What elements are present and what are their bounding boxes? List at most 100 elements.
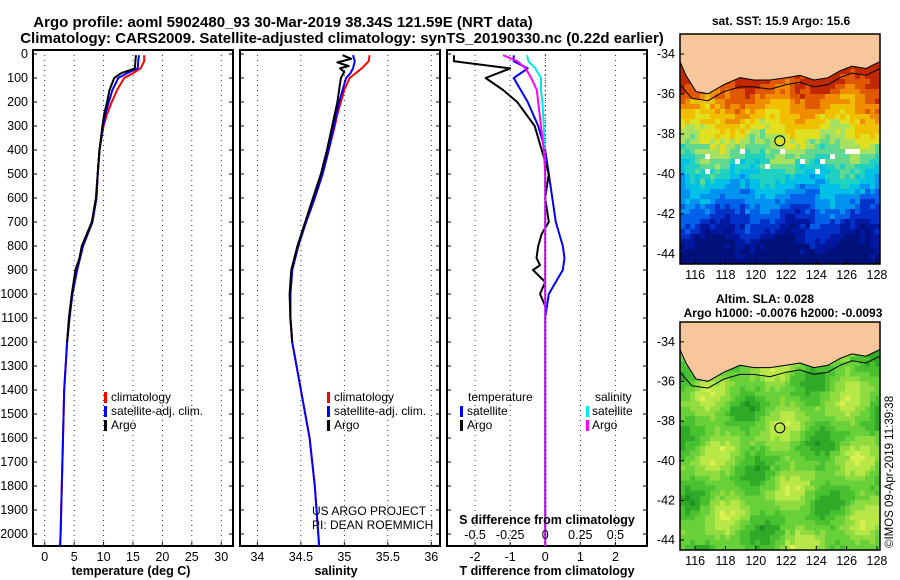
sst-cell <box>840 144 846 150</box>
sst-cell <box>775 224 781 230</box>
sst-cell <box>770 84 776 90</box>
sla-cell <box>715 441 721 447</box>
sst-cell <box>805 159 811 165</box>
sst-cell <box>680 109 686 115</box>
sla-cell <box>800 485 806 491</box>
sst-cell <box>745 164 751 170</box>
sst-cell <box>685 89 691 95</box>
sst-cell <box>775 229 781 235</box>
legend-label: Argo <box>467 418 493 432</box>
sla-cell <box>760 485 766 491</box>
sla-cell <box>820 455 826 462</box>
sla-cell <box>690 416 696 422</box>
sst-cell <box>775 189 781 195</box>
sla-cell <box>815 426 821 432</box>
sst-cell <box>760 94 766 100</box>
sst-cell <box>845 199 851 205</box>
sst-cell <box>720 159 726 165</box>
sla-cell <box>855 356 861 363</box>
sla-cell <box>705 396 711 402</box>
sla-cell <box>840 376 846 382</box>
sla-cell <box>805 445 811 452</box>
sla-cell <box>830 490 836 496</box>
sst-cell <box>875 204 881 210</box>
sla-cell <box>815 505 821 511</box>
sla-cell <box>730 406 736 412</box>
sst-cell <box>770 234 776 240</box>
sst-cell <box>745 189 751 195</box>
sst-cell <box>725 94 731 100</box>
sst-cell <box>760 164 766 170</box>
sst-cell <box>705 94 711 100</box>
map-y-tick-label: -40 <box>657 454 675 468</box>
sst-cell <box>855 214 861 220</box>
credit-pi: PI: DEAN ROEMMICH <box>312 518 433 532</box>
sst-cell <box>825 94 831 100</box>
sla-cell <box>700 401 706 407</box>
sla-cell <box>730 510 736 516</box>
sla-cell <box>825 401 831 407</box>
sla-cell <box>710 530 716 536</box>
sst-cell <box>820 134 826 140</box>
sla-cell <box>840 441 846 447</box>
sla-cell <box>765 465 771 472</box>
sla-cell <box>865 381 871 387</box>
sst-cell <box>690 234 696 240</box>
sla-cell <box>735 381 741 387</box>
sla-cell <box>740 401 746 407</box>
sst-cell <box>875 239 881 245</box>
sst-cell <box>775 144 781 150</box>
sst-cell <box>870 194 876 200</box>
sst-cell <box>875 169 881 175</box>
sla-cell <box>845 505 851 511</box>
sst-cell <box>695 159 701 165</box>
sla-cell <box>855 450 861 457</box>
sla-cell <box>745 490 751 496</box>
sla-cell <box>795 525 801 531</box>
sst-cell <box>820 119 826 125</box>
depth-tick-label: 2000 <box>0 527 28 541</box>
sst-cell <box>820 259 826 265</box>
sla-cell <box>705 406 711 412</box>
sst-cell <box>705 174 711 180</box>
sst-cell <box>760 84 766 90</box>
sst-cell <box>860 199 866 205</box>
legend-label: Argo <box>592 418 618 432</box>
sst-cell <box>735 134 741 140</box>
sst-cell <box>830 249 836 255</box>
sla-cell <box>800 436 806 442</box>
sla-cell <box>705 386 711 392</box>
sla-cell <box>765 381 771 387</box>
sst-cell <box>695 249 701 255</box>
sla-cell <box>840 406 846 412</box>
sla-cell <box>695 540 701 546</box>
sla-cell <box>830 465 836 472</box>
sst-cell <box>720 144 726 150</box>
sst-cell <box>760 99 766 105</box>
sla-cell <box>840 485 846 491</box>
sst-cell <box>715 249 721 255</box>
sla-cell <box>870 351 876 358</box>
sst-cell <box>765 189 771 195</box>
sla-cell <box>730 386 736 392</box>
sst-cell <box>725 119 731 125</box>
sst-cell <box>845 179 851 185</box>
sst-cell <box>845 159 851 165</box>
sla-cell <box>715 391 721 397</box>
sst-cell <box>810 144 816 150</box>
sst-cell <box>830 94 836 100</box>
sst-cell <box>715 244 721 250</box>
sla-cell <box>720 520 726 526</box>
sla-cell <box>720 485 726 491</box>
sst-cell <box>835 99 841 105</box>
sst-cell <box>850 69 856 75</box>
sst-cell <box>760 219 766 225</box>
sla-cell <box>830 515 836 521</box>
sst-cell <box>755 249 761 255</box>
sla-cell <box>805 366 811 372</box>
sla-cell <box>780 406 786 412</box>
sst-cell <box>720 129 726 135</box>
sst-cell <box>700 199 706 205</box>
sst-cell <box>860 229 866 235</box>
sst-cell <box>810 159 816 165</box>
